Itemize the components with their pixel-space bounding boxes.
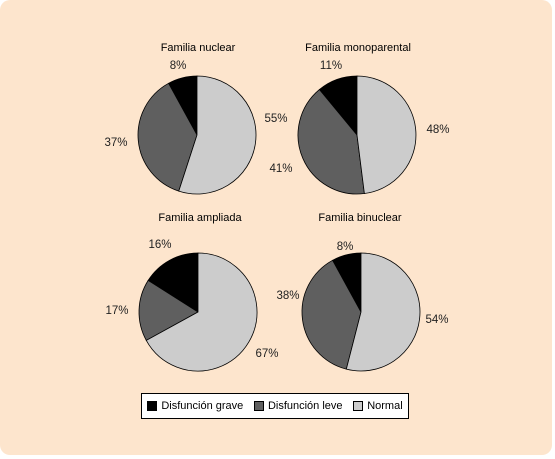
label-ampliada-grave: 16% bbox=[148, 239, 171, 251]
label-ampliada-normal: 67% bbox=[255, 348, 278, 360]
label-binuclear-grave: 8% bbox=[337, 241, 354, 253]
pie-familia-nuclear bbox=[137, 75, 257, 195]
label-monoparental-normal: 48% bbox=[426, 124, 449, 136]
legend-label-normal: Normal bbox=[367, 400, 403, 412]
pie-slice-leve bbox=[301, 259, 362, 370]
label-ampliada-leve: 17% bbox=[105, 305, 128, 317]
pie-slice-leve bbox=[137, 82, 198, 192]
pie-familia-binuclear bbox=[301, 252, 421, 372]
chart-legend: Disfunción grave Disfunción leve Normal bbox=[141, 393, 409, 419]
chart-title-ampliada: Familia ampliada bbox=[158, 212, 242, 224]
label-monoparental-grave: 11% bbox=[320, 60, 342, 72]
label-nuclear-grave: 8% bbox=[170, 60, 187, 72]
label-binuclear-leve: 38% bbox=[276, 290, 299, 302]
label-nuclear-normal: 55% bbox=[264, 113, 287, 125]
pie-familia-ampliada bbox=[138, 252, 258, 372]
legend-swatch-leve bbox=[253, 401, 264, 411]
pie-slice-leve bbox=[138, 279, 199, 341]
pie-slice-normal bbox=[178, 75, 257, 195]
legend-label-leve: Disfunción leve bbox=[267, 400, 343, 412]
chart-title-binuclear: Familia binuclear bbox=[318, 212, 401, 224]
pie-slice-normal bbox=[345, 252, 421, 372]
chart-title-monoparental: Familia monoparental bbox=[305, 42, 411, 54]
pie-slice-normal bbox=[356, 75, 417, 194]
legend-item-leve: Disfunción leve bbox=[253, 400, 343, 412]
pie-slice-grave bbox=[147, 252, 199, 313]
pie-slice-normal bbox=[145, 252, 258, 372]
legend-item-grave: Disfunción grave bbox=[147, 400, 243, 412]
label-monoparental-leve: 41% bbox=[269, 163, 292, 175]
label-nuclear-leve: 37% bbox=[104, 137, 127, 149]
legend-item-normal: Normal bbox=[353, 400, 403, 412]
legend-swatch-normal bbox=[353, 401, 364, 411]
pie-slice-leve bbox=[297, 88, 365, 195]
chart-title-nuclear: Familia nuclear bbox=[161, 42, 236, 54]
legend-swatch-grave bbox=[147, 401, 158, 411]
legend-label-grave: Disfunción grave bbox=[161, 400, 244, 412]
label-binuclear-normal: 54% bbox=[425, 314, 448, 326]
pie-familia-monoparental bbox=[297, 75, 417, 195]
